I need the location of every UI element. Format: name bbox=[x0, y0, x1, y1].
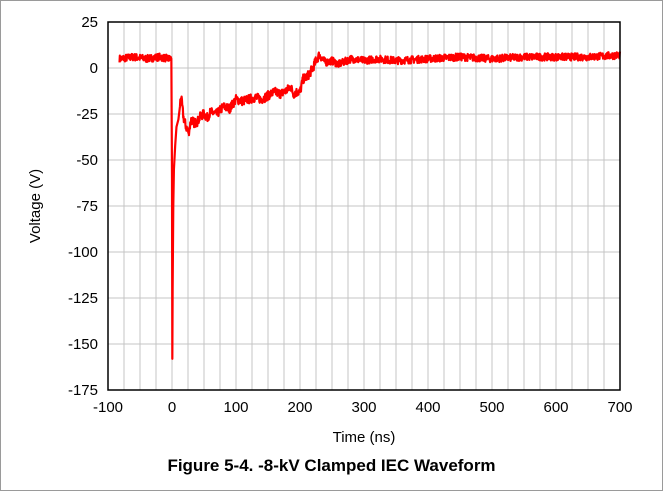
x-tick-label: 200 bbox=[287, 399, 312, 416]
x-axis-label: Time (ns) bbox=[333, 429, 396, 446]
trace-layer bbox=[118, 51, 622, 360]
y-tick-label: 25 bbox=[81, 14, 98, 31]
y-tick-label: -175 bbox=[68, 382, 98, 399]
y-tick-label: -75 bbox=[76, 198, 98, 215]
y-tick-label: -150 bbox=[68, 336, 98, 353]
figure-caption: Figure 5-4. -8-kV Clamped IEC Waveform bbox=[167, 456, 496, 475]
x-tick-label: 300 bbox=[351, 399, 376, 416]
y-tick-label: -100 bbox=[68, 244, 98, 261]
y-tick-label: -25 bbox=[76, 106, 98, 123]
x-tick-label: 700 bbox=[607, 399, 632, 416]
y-tick-label: -125 bbox=[68, 290, 98, 307]
x-tick-label: 100 bbox=[223, 399, 248, 416]
y-tick-labels: 25 0 -25 -50 -75 -100 -125 -150 -175 bbox=[68, 14, 98, 399]
x-tick-label: 400 bbox=[415, 399, 440, 416]
x-tick-label: -100 bbox=[93, 399, 123, 416]
x-tick-label: 600 bbox=[543, 399, 568, 416]
plot-area-border bbox=[107, 21, 621, 391]
x-tick-label: 500 bbox=[479, 399, 504, 416]
y-tick-label: 0 bbox=[90, 60, 98, 77]
x-tick-labels: -100 0 100 200 300 400 500 600 700 bbox=[93, 399, 633, 416]
y-tick-label: -50 bbox=[76, 152, 98, 169]
chart: -100 0 100 200 300 400 500 600 700 25 0 -25 -50 -75 -… bbox=[27, 14, 633, 446]
waveform-trace bbox=[118, 51, 622, 360]
y-axis-label: Voltage (V) bbox=[27, 169, 44, 243]
x-tick-label: 0 bbox=[168, 399, 176, 416]
grid bbox=[107, 21, 621, 391]
